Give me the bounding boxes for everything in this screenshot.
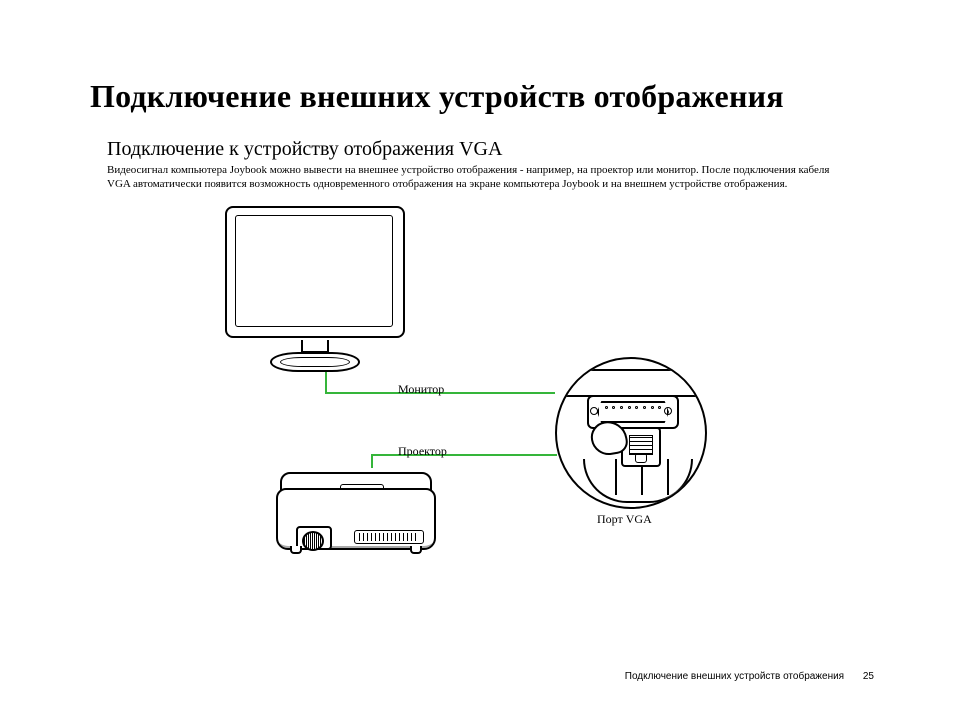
- projector-illustration: [276, 466, 436, 550]
- vga-screw-icon: [590, 407, 598, 415]
- vga-plug: [621, 427, 661, 467]
- page-number: 25: [863, 671, 874, 682]
- page-footer: Подключение внешних устройств отображени…: [625, 671, 874, 682]
- projector-foot: [290, 546, 302, 554]
- vga-port-inner: [557, 359, 705, 507]
- projector-vent: [354, 530, 424, 544]
- cable-line: [325, 372, 327, 394]
- vga-screw-icon: [664, 407, 672, 415]
- monitor-screen: [235, 215, 393, 327]
- monitor-label: Монитор: [398, 382, 444, 397]
- monitor-neck: [301, 340, 329, 352]
- page: Подключение внешних устройств отображени…: [0, 0, 954, 726]
- vga-port-detail: [555, 357, 707, 509]
- projector-label: Проектор: [398, 444, 447, 459]
- projector-body: [276, 488, 436, 550]
- monitor-illustration: [225, 206, 405, 364]
- monitor-stand: [270, 352, 360, 372]
- hand-illustration: [575, 417, 695, 507]
- vga-port-label: Порт VGA: [597, 512, 652, 527]
- projector-foot: [410, 546, 422, 554]
- connection-diagram: Монитор Проектор Порт VGA: [0, 0, 954, 726]
- footer-section-name: Подключение внешних устройств отображени…: [625, 671, 844, 682]
- laptop-edge: [555, 369, 707, 397]
